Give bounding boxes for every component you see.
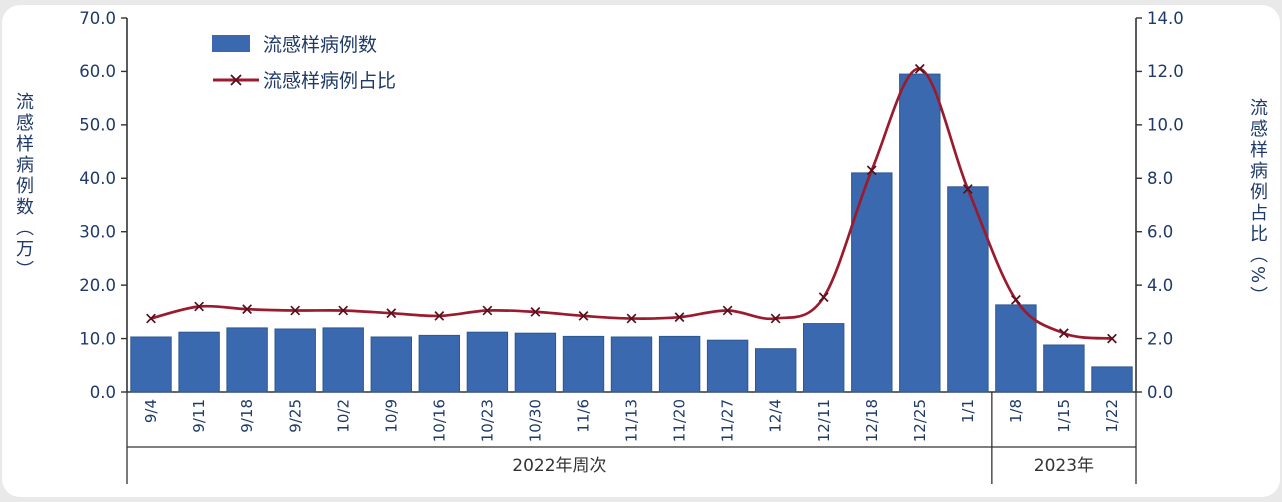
x-category-label: 1/15	[1055, 399, 1073, 433]
bar	[995, 304, 1037, 393]
x-category-label: 1/8	[1007, 399, 1025, 423]
line-markers	[146, 63, 1117, 344]
x-marker	[386, 308, 397, 319]
x-marker	[242, 304, 253, 315]
legend-bar-label: 流感样病例数	[263, 34, 378, 56]
bar	[706, 339, 749, 393]
x-marker	[1010, 294, 1021, 305]
x-marker	[962, 184, 973, 194]
right-axis-tick-label: 4.0	[1147, 276, 1173, 295]
bar	[947, 186, 989, 393]
bar-series	[130, 73, 1133, 393]
right-axis-tick-label: 10.0	[1147, 116, 1184, 135]
x-marker	[770, 313, 781, 324]
bar	[322, 327, 364, 393]
x-marker	[1058, 328, 1069, 339]
x-category-label: 9/4	[142, 399, 160, 423]
bar	[610, 336, 653, 393]
right-axis-tick-label: 12.0	[1147, 62, 1184, 81]
left-axis-tick-label: 70.0	[79, 9, 116, 28]
x-category-label: 12/11	[815, 399, 833, 442]
x-marker	[194, 301, 205, 312]
bar	[418, 334, 461, 393]
x-marker	[626, 313, 637, 324]
x-category-label: 11/6	[575, 399, 593, 433]
x-marker	[818, 292, 829, 303]
chart-legend: 流感样病例数 流感样病例占比	[212, 30, 396, 93]
x-group-label: 2022年周次	[512, 456, 606, 476]
bar	[755, 348, 797, 393]
x-category-label: 10/2	[334, 399, 352, 433]
right-axis-title: 流感样病例占比（%）	[1247, 98, 1268, 308]
x-category-label: 10/30	[527, 399, 545, 442]
x-category-label: 10/9	[382, 399, 400, 433]
x-category-label: 12/25	[911, 399, 929, 442]
line-series	[146, 63, 1117, 344]
x-marker	[146, 313, 156, 324]
bar	[178, 331, 220, 393]
right-axis-tick-label: 8.0	[1147, 169, 1173, 188]
bar	[658, 335, 701, 393]
x-marker	[722, 305, 733, 316]
x-marker	[290, 305, 301, 316]
x-group-label: 2023年	[1034, 456, 1094, 476]
left-axis-tick-label: 30.0	[79, 222, 116, 241]
legend-line-label: 流感样病例占比	[263, 70, 397, 92]
x-category-label: 9/18	[238, 399, 256, 433]
x-category-label: 11/20	[671, 399, 689, 442]
left-axis-tick-label: 40.0	[79, 169, 116, 188]
bar	[1043, 344, 1085, 393]
left-axis-tick-label: 50.0	[79, 116, 116, 135]
bar	[803, 323, 845, 393]
right-axis-tick-label: 0.0	[1147, 383, 1173, 402]
bar	[514, 332, 557, 393]
x-category-label: 10/23	[478, 399, 496, 442]
bar	[226, 327, 268, 393]
x-category-label: 11/27	[719, 399, 737, 442]
left-axis-tick-label: 60.0	[79, 62, 116, 81]
x-category-label: 9/25	[286, 399, 304, 433]
right-axis-tick-label: 2.0	[1147, 329, 1173, 348]
x-marker	[530, 306, 541, 317]
left-axis-tick-label: 0.0	[90, 383, 116, 402]
x-category-label: 12/4	[767, 399, 785, 433]
bar	[466, 331, 509, 393]
legend-item-line: 流感样病例占比	[212, 66, 396, 93]
x-category-label: 11/13	[623, 399, 641, 442]
line-path	[149, 67, 1114, 340]
chart-card	[2, 5, 1280, 497]
x-marker	[866, 165, 877, 176]
bar	[1091, 366, 1133, 393]
left-axis-tick-label: 20.0	[79, 276, 116, 295]
right-axis-tick-label: 14.0	[1147, 9, 1184, 28]
x-category-label: 1/22	[1103, 399, 1121, 433]
x-marker	[914, 63, 925, 74]
legend-item-bar: 流感样病例数	[212, 30, 396, 57]
bar	[562, 335, 605, 393]
x-marker	[482, 305, 493, 316]
x-marker	[434, 310, 445, 321]
x-category-label: 12/18	[863, 399, 881, 442]
legend-line-swatch	[213, 73, 259, 86]
bar	[370, 336, 413, 393]
axis-labels: 0.0 10.0 20.0 30.0 40.0 50.0 60.0 70.0 0.0 2.0 4.0…	[79, 9, 1184, 476]
left-axis-title: 流感样病例数（万）	[13, 92, 34, 281]
x-marker	[674, 312, 685, 323]
bar	[899, 73, 941, 393]
right-axis-tick-label: 6.0	[1147, 222, 1173, 241]
x-category-label: 10/16	[430, 399, 448, 442]
x-category-label: 9/11	[190, 399, 208, 433]
x-marker	[1107, 333, 1117, 344]
x-marker	[338, 305, 349, 316]
legend-bar-swatch	[212, 35, 250, 52]
x-category-label: 1/1	[959, 399, 977, 423]
x-marker	[578, 310, 589, 321]
bar	[274, 328, 316, 393]
bar	[130, 336, 172, 393]
left-axis-tick-label: 10.0	[79, 329, 116, 348]
